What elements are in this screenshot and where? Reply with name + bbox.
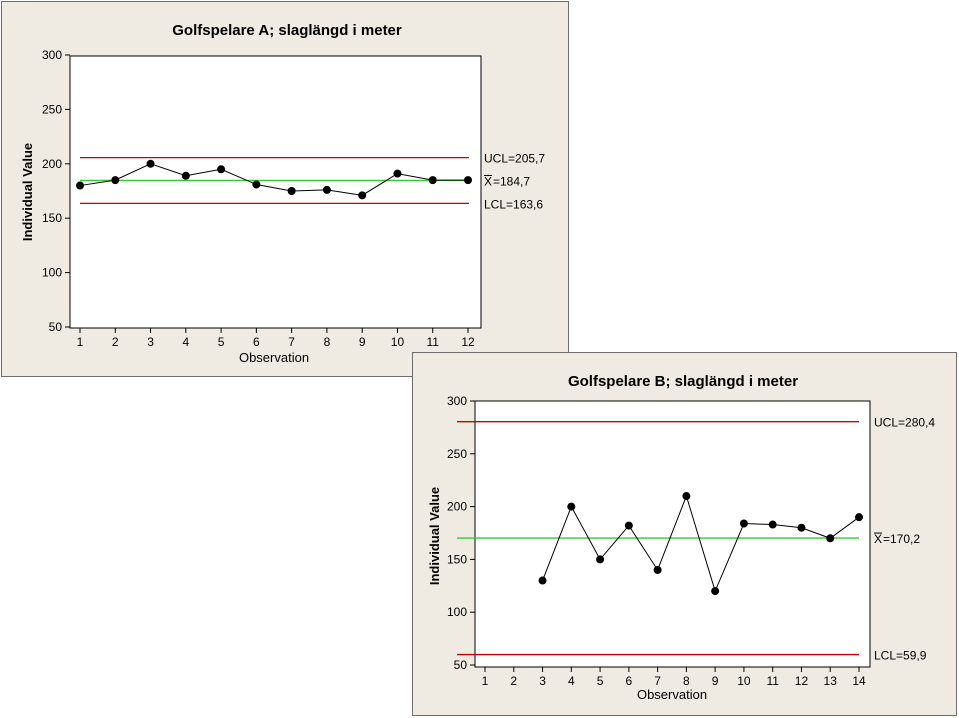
data-point [624, 521, 633, 530]
data-point [739, 519, 748, 528]
chart-title: Golfspelare B; slaglängd i meter [568, 373, 798, 390]
y-tick-label: 100 [42, 266, 62, 280]
x-tick-label: 1 [77, 335, 84, 349]
x-tick-label: 1 [482, 674, 489, 688]
x-tick-label: 5 [218, 335, 225, 349]
y-tick-label: 200 [42, 157, 62, 171]
plot-area [474, 400, 871, 668]
x-tick-label: 5 [597, 674, 604, 688]
data-point [797, 523, 806, 532]
data-point [181, 171, 190, 180]
x-tick-label: 9 [359, 335, 366, 349]
control-limit-label: UCL=205,7 [484, 152, 545, 166]
x-tick-label: 12 [461, 335, 475, 349]
chart-title: Golfspelare A; slaglängd i meter [172, 22, 402, 39]
data-point [393, 169, 402, 178]
y-axis-label: Individual Value [427, 487, 442, 585]
y-tick-label: 250 [42, 102, 62, 116]
data-point [567, 502, 576, 511]
data-point [826, 534, 835, 543]
x-tick-label: 13 [824, 674, 838, 688]
y-tick-label: 150 [42, 211, 62, 225]
data-point [111, 176, 120, 185]
data-point [596, 555, 605, 564]
control-limit-label: LCL=59,9 [874, 649, 927, 663]
y-tick-label: 250 [447, 447, 467, 461]
series-line [542, 494, 860, 593]
center-line-symbol: X [484, 174, 492, 188]
control-limit-label: UCL=280,4 [874, 416, 935, 430]
y-tick-label: 50 [49, 320, 63, 334]
x-tick-label: 11 [766, 674, 779, 688]
y-tick-label: 200 [447, 500, 467, 514]
center-line-symbol: X [874, 532, 882, 546]
x-tick-label: 2 [510, 674, 517, 688]
x-tick-label: 8 [324, 335, 331, 349]
chart-a-svg: Golfspelare A; slaglängd i meter Individ… [20, 22, 545, 365]
data-point [855, 513, 863, 522]
data-point [464, 176, 472, 185]
y-axis-label: Individual Value [20, 143, 35, 241]
data-point [146, 159, 155, 168]
x-tick-label: 3 [147, 335, 154, 349]
chart-b-svg: Golfspelare B; slaglängd i meter Individ… [427, 373, 935, 702]
x-tick-label: 6 [626, 674, 633, 688]
x-tick-label: 10 [391, 335, 405, 349]
x-tick-label: 6 [253, 335, 260, 349]
y-tick-label: 150 [447, 552, 467, 566]
x-axis-label: Observation [637, 687, 707, 702]
x-tick-label: 9 [712, 674, 719, 688]
data-point [653, 565, 662, 574]
x-tick-label: 12 [795, 674, 809, 688]
y-tick-label: 300 [42, 48, 62, 62]
x-tick-label: 8 [683, 674, 690, 688]
series-line [79, 163, 468, 196]
chart-panel-b: Golfspelare B; slaglängd i meter Individ… [412, 352, 957, 716]
x-tick-label: 7 [654, 674, 661, 688]
data-point [768, 520, 777, 529]
center-line-label: =170,2 [883, 532, 920, 546]
data-point [287, 187, 296, 195]
x-tick-label: 4 [182, 335, 189, 349]
center-line-label: =184,7 [493, 174, 530, 188]
data-point [217, 165, 226, 174]
data-point [711, 587, 720, 596]
x-axis-label: Observation [239, 350, 309, 365]
x-tick-label: 2 [112, 335, 119, 349]
plot-area [69, 55, 482, 329]
x-tick-label: 14 [852, 674, 866, 688]
x-tick-label: 3 [539, 674, 546, 688]
control-limit-label: LCL=163,6 [484, 197, 543, 211]
data-point [76, 181, 84, 190]
data-point [538, 576, 547, 585]
data-point [322, 185, 331, 194]
data-point [682, 492, 691, 501]
x-tick-label: 10 [737, 674, 751, 688]
chart-panel-a: Golfspelare A; slaglängd i meter Individ… [1, 1, 569, 377]
y-tick-label: 50 [454, 658, 468, 672]
data-point [358, 191, 367, 200]
data-point [252, 180, 261, 189]
y-tick-label: 300 [447, 394, 467, 408]
x-tick-label: 4 [568, 674, 575, 688]
x-tick-label: 11 [426, 335, 439, 349]
data-point [428, 176, 437, 185]
x-tick-label: 7 [288, 335, 295, 349]
y-tick-label: 100 [447, 605, 467, 619]
